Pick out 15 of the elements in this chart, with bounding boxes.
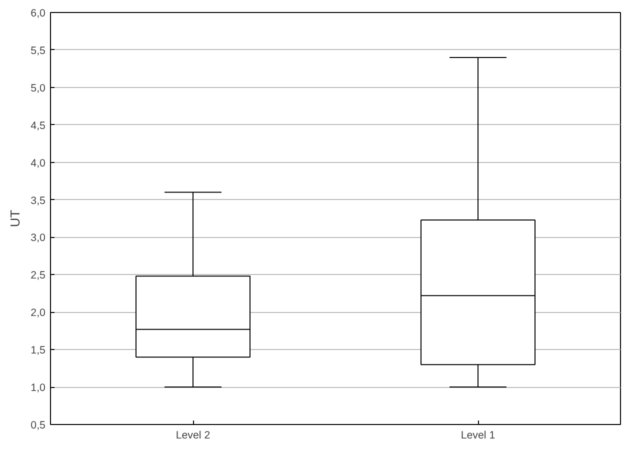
y-tick-label: 4,0 — [30, 157, 46, 170]
y-tick-label: 0,5 — [30, 420, 46, 432]
y-tick-label: 2,5 — [30, 270, 46, 282]
y-tick-label: 5,0 — [30, 82, 46, 94]
y-tick-label: 3,5 — [30, 194, 46, 207]
y-tick-label: 1,0 — [30, 382, 46, 394]
x-tick-label: Level 2 — [176, 430, 210, 442]
y-tick-label: 6,0 — [30, 8, 46, 20]
y-tick-label: 1,5 — [30, 344, 46, 357]
x-tick-label: Level 1 — [460, 430, 496, 442]
y-tick-label: 5,5 — [30, 44, 46, 57]
y-axis-title: UT — [8, 210, 23, 228]
y-tick-label: 3,0 — [30, 232, 46, 244]
y-tick-label: 4,5 — [30, 120, 46, 132]
y-tick-label: 2,0 — [30, 307, 46, 320]
